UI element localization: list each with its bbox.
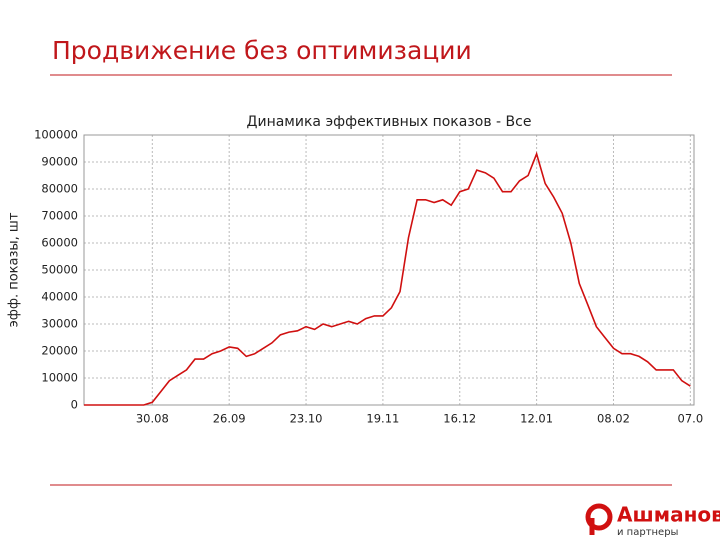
x-tick-label: 30.08 [136,412,169,426]
x-tick-label: 26.09 [213,412,246,426]
x-tick-label: 07.0 [678,412,704,426]
x-tick-label: 08.02 [597,412,630,426]
y-tick-label: 50000 [41,263,78,277]
y-tick-label: 0 [71,398,78,412]
data-line [84,151,691,406]
x-tick-label: 16.12 [443,412,476,426]
logo-tagline: и партнеры [617,527,678,538]
logo: Ашманов и партнеры [585,503,720,538]
logo-name: Ашманов [617,503,720,527]
y-axis-label: эфф. показы, шт [7,212,22,327]
y-tick-label: 10000 [41,371,78,385]
slide-title: Продвижение без оптимизации [52,36,472,65]
x-tick-label: 12.01 [520,412,553,426]
chart-title: Динамика эффективных показов - Все [247,114,532,130]
y-tick-label: 40000 [41,290,78,304]
plot-frame [83,134,695,406]
y-tick-label: 70000 [41,209,78,223]
y-tick-label: 80000 [41,182,78,196]
chart: Динамика эффективных показов - Все эфф. п… [7,114,704,426]
y-tick-label: 60000 [41,236,78,250]
y-tick-label: 90000 [41,155,78,169]
logo-icon [585,503,613,531]
y-tick-label: 30000 [41,317,78,331]
x-tick-label: 19.11 [366,412,399,426]
x-tick-label: 23.10 [290,412,323,426]
y-tick-label: 20000 [41,344,78,358]
y-tick-label: 100000 [34,128,78,142]
